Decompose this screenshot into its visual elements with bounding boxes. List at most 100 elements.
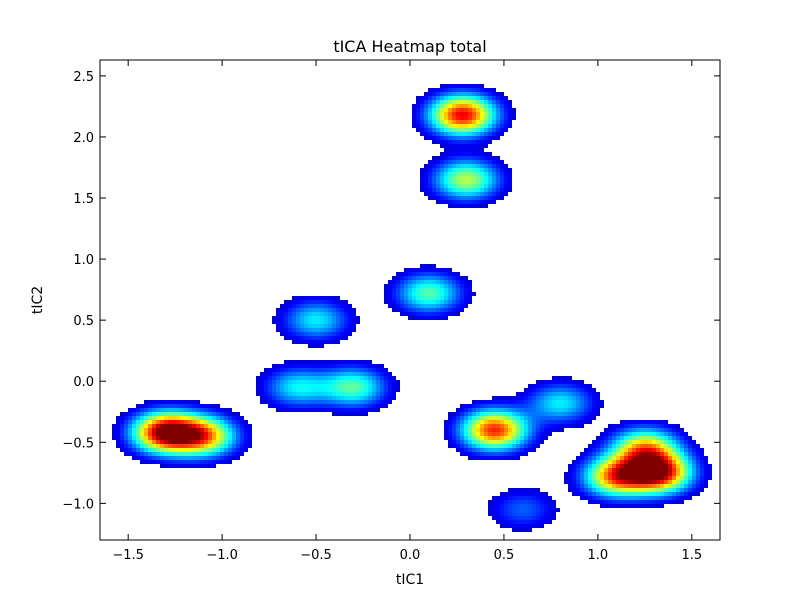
heat-cell — [140, 436, 144, 440]
heat-cell — [688, 456, 692, 460]
heat-cell — [336, 388, 340, 392]
heat-cell — [612, 428, 616, 432]
heat-cell — [388, 400, 392, 404]
heat-cell — [672, 424, 676, 428]
heat-cell — [496, 196, 500, 200]
heat-cell — [216, 416, 220, 420]
heat-cell — [444, 300, 448, 304]
heat-cell — [280, 320, 284, 324]
heat-cell — [512, 408, 516, 412]
heat-cell — [528, 424, 532, 428]
heat-cell — [396, 308, 400, 312]
heat-cell — [616, 504, 620, 508]
heat-cell — [448, 188, 452, 192]
heat-cell — [184, 400, 188, 404]
heat-cell — [508, 176, 512, 180]
heat-cell — [360, 412, 364, 416]
heat-cell — [204, 428, 208, 432]
heat-cell — [336, 396, 340, 400]
heat-cell — [208, 412, 212, 416]
heat-cell — [580, 476, 584, 480]
heat-cell — [296, 332, 300, 336]
heat-cell — [524, 428, 528, 432]
heat-cell — [480, 120, 484, 124]
heat-cell — [532, 420, 536, 424]
heat-cell — [456, 128, 460, 132]
heat-cell — [548, 500, 552, 504]
heat-cell — [396, 380, 400, 384]
heat-cell — [488, 116, 492, 120]
heat-cell — [512, 420, 516, 424]
heat-cell — [276, 368, 280, 372]
heat-cell — [472, 140, 476, 144]
heat-cell — [436, 168, 440, 172]
heat-cell — [480, 176, 484, 180]
heat-cell — [288, 360, 292, 364]
heat-cell — [472, 128, 476, 132]
heat-cell — [536, 440, 540, 444]
heat-cell — [640, 476, 644, 480]
heat-cell — [528, 404, 532, 408]
heat-cell — [448, 176, 452, 180]
heat-cell — [476, 176, 480, 180]
heat-cell — [476, 88, 480, 92]
heat-cell — [632, 464, 636, 468]
heat-cell — [480, 96, 484, 100]
heat-cell — [464, 132, 468, 136]
heat-cell — [680, 484, 684, 488]
heat-cell — [292, 316, 296, 320]
heat-cell — [688, 444, 692, 448]
heat-cell — [392, 380, 396, 384]
heat-cell — [496, 408, 500, 412]
heat-cell — [336, 304, 340, 308]
heat-cell — [656, 472, 660, 476]
heat-cell — [484, 140, 488, 144]
heat-cell — [644, 420, 648, 424]
heat-cell — [348, 312, 352, 316]
heat-cell — [504, 416, 508, 420]
heat-cell — [340, 324, 344, 328]
heat-cell — [208, 448, 212, 452]
heat-cell — [524, 436, 528, 440]
heat-cell — [432, 288, 436, 292]
heat-cell — [448, 172, 452, 176]
heat-cell — [636, 464, 640, 468]
heat-cell — [444, 140, 448, 144]
heat-cell — [368, 380, 372, 384]
heat-cell — [312, 368, 316, 372]
heat-cell — [496, 396, 500, 400]
heat-cell — [444, 276, 448, 280]
heat-cell — [192, 440, 196, 444]
heat-cell — [228, 412, 232, 416]
heat-cell — [308, 300, 312, 304]
heat-cell — [540, 424, 544, 428]
heat-cell — [596, 412, 600, 416]
heat-cell — [460, 452, 464, 456]
heat-cell — [312, 388, 316, 392]
heat-cell — [600, 476, 604, 480]
heat-cell — [692, 444, 696, 448]
heat-cell — [604, 504, 608, 508]
heat-cell — [236, 428, 240, 432]
heat-cell — [488, 156, 492, 160]
heat-cell — [472, 432, 476, 436]
heat-cell — [504, 436, 508, 440]
heat-cell — [352, 404, 356, 408]
heat-cell — [140, 408, 144, 412]
heat-cell — [452, 276, 456, 280]
heat-cell — [116, 436, 120, 440]
heat-cell — [312, 344, 316, 348]
heat-cell — [516, 528, 520, 532]
heat-cell — [512, 504, 516, 508]
heat-cell — [392, 276, 396, 280]
heat-cell — [476, 440, 480, 444]
heat-cell — [320, 380, 324, 384]
heat-cell — [612, 432, 616, 436]
heat-cell — [196, 464, 200, 468]
heat-cell — [476, 100, 480, 104]
heat-cell — [656, 436, 660, 440]
heat-cell — [440, 152, 444, 156]
heat-cell — [464, 420, 468, 424]
heat-cell — [508, 168, 512, 172]
heat-cell — [440, 268, 444, 272]
